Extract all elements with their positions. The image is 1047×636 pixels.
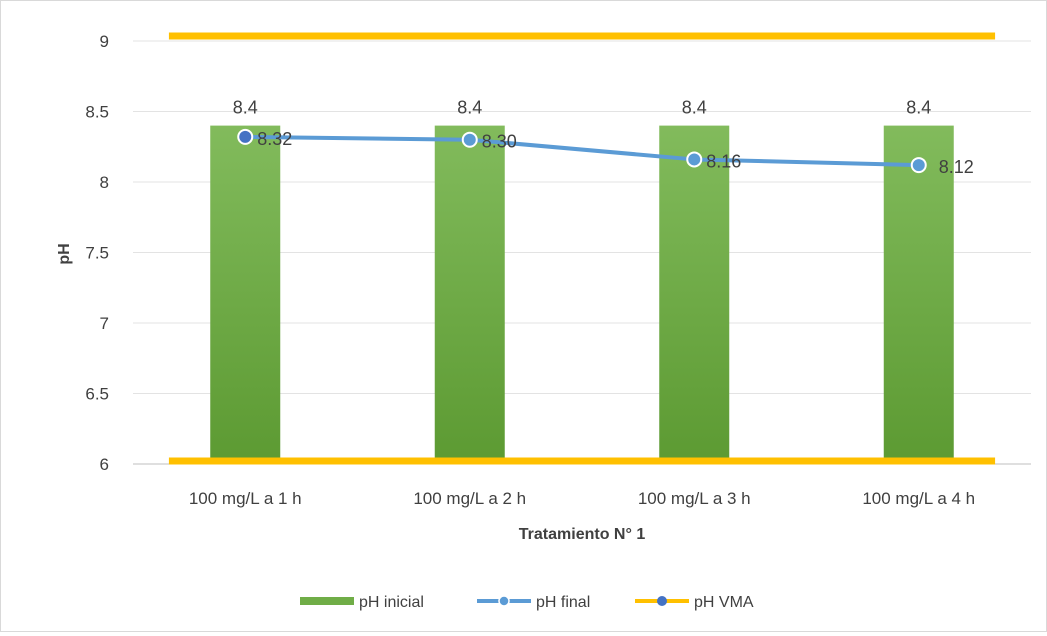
bars-ph-inicial <box>210 125 954 464</box>
line-point-ph-final <box>686 151 703 168</box>
x-tick-label: 100 mg/L a 3 h <box>638 489 751 508</box>
bar-data-label: 8.4 <box>233 98 258 118</box>
x-tick-label: 100 mg/L a 1 h <box>189 489 302 508</box>
data-labels: 8.4 8.4 8.4 8.4 8.32 8.30 8.16 8.12 <box>233 98 974 177</box>
x-axis-ticks: 100 mg/L a 1 h 100 mg/L a 2 h 100 mg/L a 3… <box>189 489 975 508</box>
y-axis-ticks: 6 6.5 7 7.5 8 8.5 9 <box>85 32 109 474</box>
bar-data-label: 8.4 <box>906 98 931 118</box>
legend-swatch-ph-inicial <box>300 597 354 605</box>
x-tick-label: 100 mg/L a 2 h <box>413 489 526 508</box>
line-ph-final-path <box>245 134 919 168</box>
legend-label-ph-vma: pH VMA <box>694 594 754 611</box>
bar-ph-inicial <box>210 125 281 464</box>
y-axis-title: pH <box>56 243 73 264</box>
ph-vma-lines <box>168 32 996 465</box>
line-ph-final <box>237 128 927 174</box>
y-tick-label: 9 <box>100 32 109 51</box>
legend-label-ph-final: pH final <box>536 594 590 611</box>
gridlines <box>133 40 1031 465</box>
bar-ph-inicial <box>883 125 954 464</box>
legend-item-ph-final: pH final <box>477 594 590 611</box>
x-tick-label: 100 mg/L a 4 h <box>862 489 975 508</box>
bar-data-label: 8.4 <box>457 98 482 118</box>
line-point-ph-final <box>237 128 254 145</box>
legend-marker-ph-vma <box>657 596 667 606</box>
line-point-ph-final <box>461 131 478 148</box>
line-data-label: 8.12 <box>939 157 974 177</box>
line-data-label: 8.16 <box>706 151 741 171</box>
legend-marker-ph-final <box>498 595 510 607</box>
line-point-ph-final <box>910 157 927 174</box>
line-data-label: 8.30 <box>482 132 517 152</box>
line-data-label: 8.32 <box>257 129 292 149</box>
y-tick-label: 7.5 <box>85 244 109 263</box>
legend-item-ph-inicial: pH inicial <box>300 594 424 611</box>
x-axis-title: Tratamiento N° 1 <box>519 526 646 543</box>
y-tick-label: 7 <box>100 314 109 333</box>
bar-ph-inicial <box>434 125 505 464</box>
y-tick-label: 6.5 <box>85 385 109 404</box>
legend-item-ph-vma: pH VMA <box>635 594 754 611</box>
bar-data-label: 8.4 <box>682 98 707 118</box>
y-tick-label: 8.5 <box>85 103 109 122</box>
bar-ph-inicial <box>659 125 730 464</box>
y-tick-label: 8 <box>100 173 109 192</box>
legend-label-ph-inicial: pH inicial <box>359 594 424 611</box>
y-tick-label: 6 <box>100 455 109 474</box>
legend: pH inicial pH final pH VMA <box>300 594 754 611</box>
